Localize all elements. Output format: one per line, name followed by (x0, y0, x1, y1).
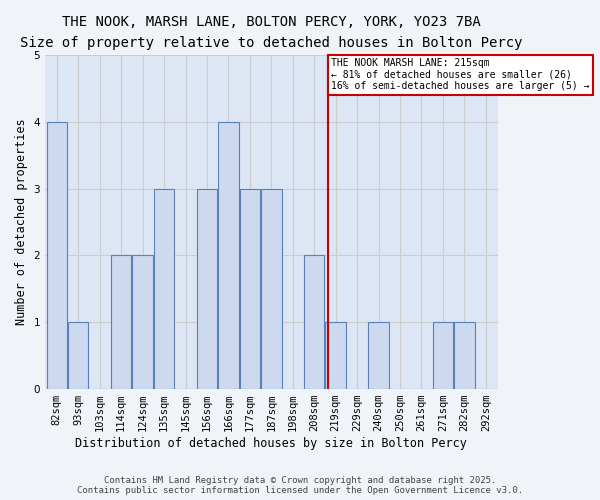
Bar (133, 256, 153, 389)
X-axis label: Distribution of detached houses by size in Bolton Percy: Distribution of detached houses by size … (76, 437, 467, 450)
Title: THE NOOK, MARSH LANE, BOLTON PERCY, YORK, YO23 7BA
Size of property relative to : THE NOOK, MARSH LANE, BOLTON PERCY, YORK… (20, 15, 523, 50)
Y-axis label: Number of detached properties: Number of detached properties (15, 118, 28, 326)
Bar (454, 322, 475, 389)
Bar (111, 256, 131, 389)
Bar (261, 188, 281, 389)
Bar (197, 188, 217, 389)
Bar (239, 188, 260, 389)
Bar (218, 122, 239, 389)
Bar (304, 256, 325, 389)
Bar (325, 322, 346, 389)
Bar (68, 322, 88, 389)
Bar (368, 322, 389, 389)
Bar (154, 188, 174, 389)
Text: THE NOOK MARSH LANE: 215sqm
← 81% of detached houses are smaller (26)
16% of sem: THE NOOK MARSH LANE: 215sqm ← 81% of det… (331, 58, 590, 92)
Bar (433, 322, 453, 389)
Text: Contains HM Land Registry data © Crown copyright and database right 2025.
Contai: Contains HM Land Registry data © Crown c… (77, 476, 523, 495)
Bar (47, 122, 67, 389)
